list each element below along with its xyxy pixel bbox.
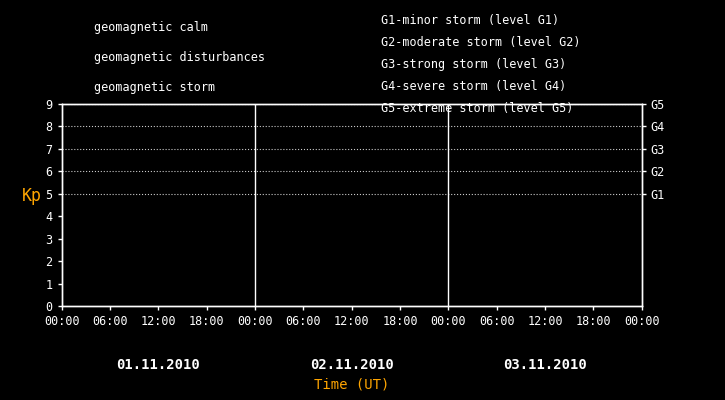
- Text: G1-minor storm (level G1): G1-minor storm (level G1): [381, 14, 559, 27]
- Text: G3-strong storm (level G3): G3-strong storm (level G3): [381, 58, 566, 71]
- Text: geomagnetic disturbances: geomagnetic disturbances: [94, 50, 265, 64]
- Y-axis label: Kp: Kp: [22, 187, 41, 205]
- Text: G4-severe storm (level G4): G4-severe storm (level G4): [381, 80, 566, 93]
- Text: 01.11.2010: 01.11.2010: [117, 358, 200, 372]
- Text: G2-moderate storm (level G2): G2-moderate storm (level G2): [381, 36, 580, 49]
- Text: geomagnetic storm: geomagnetic storm: [94, 80, 215, 94]
- Text: Time (UT): Time (UT): [314, 378, 389, 392]
- Text: 03.11.2010: 03.11.2010: [503, 358, 587, 372]
- Text: G5-extreme storm (level G5): G5-extreme storm (level G5): [381, 102, 573, 115]
- Text: 02.11.2010: 02.11.2010: [310, 358, 394, 372]
- Text: geomagnetic calm: geomagnetic calm: [94, 20, 207, 34]
